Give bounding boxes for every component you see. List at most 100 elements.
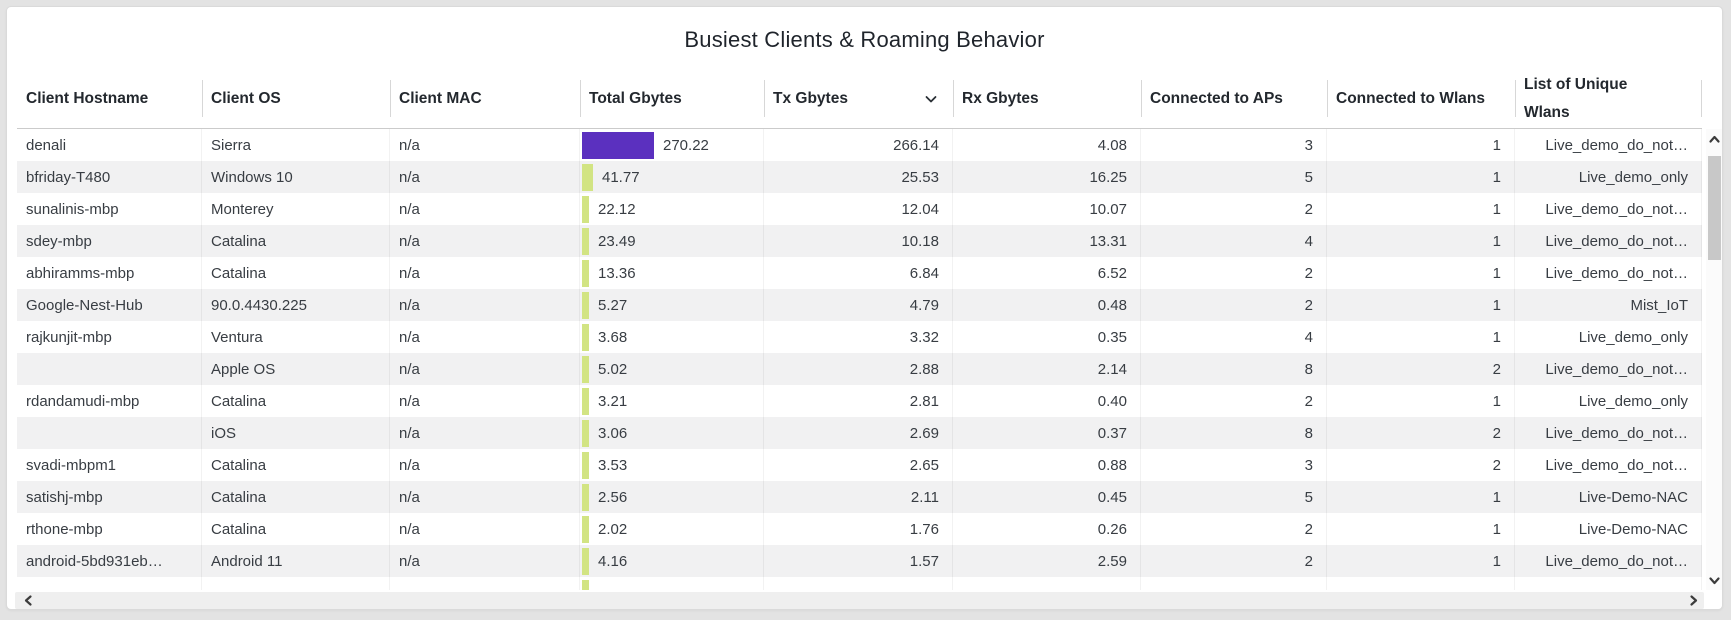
total-gauge-bar [582, 259, 589, 287]
cell-connected-to-aps: 5 [1141, 481, 1327, 513]
table-row: sunalinis-mbp Monterey n/a 22.12 12.04 1… [17, 193, 1702, 225]
table-row: denali Sierra n/a 270.22 266.14 4.08 3 1… [17, 129, 1702, 161]
scroll-right-arrow-icon[interactable] [1684, 592, 1702, 609]
cell-client-hostname: Google-Nest-Hub [17, 289, 202, 321]
cell-tx-gbytes: 1.57 [764, 545, 953, 577]
cell-connected-to-wlans: 2 [1327, 417, 1515, 449]
column-header-list-of-unique-wlans[interactable]: List of Unique Wlans [1515, 69, 1702, 128]
cell-total-gbytes-gauge: 3.21 [580, 385, 764, 417]
scroll-left-arrow-icon[interactable] [19, 592, 37, 609]
cell-client-mac: n/a [390, 545, 580, 577]
cell-client-mac: n/a [390, 481, 580, 513]
cell-rx-gbytes: 2.59 [953, 545, 1141, 577]
cell-connected-to-wlans: 1 [1327, 225, 1515, 257]
column-header-total-gbytes[interactable]: Total Gbytes [580, 69, 764, 128]
column-header-client-mac[interactable]: Client MAC [390, 69, 580, 128]
total-gauge-bar [582, 227, 589, 255]
cell-client-mac: n/a [390, 257, 580, 289]
vertical-scrollbar[interactable] [1706, 129, 1722, 590]
column-header-connected-to-wlans[interactable]: Connected to Wlans [1327, 69, 1515, 128]
total-gauge-value: 3.21 [598, 392, 628, 410]
cell-client-os: Sierra [202, 129, 390, 161]
cell-connected-to-aps: 4 [1141, 321, 1327, 353]
total-gauge-bar [582, 515, 589, 543]
cell-total-gbytes-gauge: 22.12 [580, 193, 764, 225]
cell-total-gbytes-gauge [580, 577, 764, 590]
total-gauge-bar [582, 451, 589, 479]
total-gauge-value: 13.36 [598, 264, 636, 282]
cell-wlan-list: Live_demo_do_not… [1515, 353, 1702, 385]
cell-connected-to-aps: 2 [1141, 257, 1327, 289]
cell-connected-to-aps: 2 [1141, 545, 1327, 577]
table-body: denali Sierra n/a 270.22 266.14 4.08 3 1… [17, 129, 1702, 590]
scrollbar-corner [1706, 592, 1722, 609]
vertical-scrollbar-thumb[interactable] [1708, 156, 1721, 260]
total-gauge-bar [582, 355, 589, 383]
total-gauge-bar [582, 163, 593, 191]
cell-connected-to-wlans: 1 [1327, 545, 1515, 577]
cell-client-mac: n/a [390, 193, 580, 225]
cell-tx-gbytes: 4.79 [764, 289, 953, 321]
cell-client-os: Catalina [202, 449, 390, 481]
cell-wlan-list: Live_demo_do_not… [1515, 449, 1702, 481]
total-gauge-value: 3.06 [598, 424, 628, 442]
cell-rx-gbytes: 0.26 [953, 513, 1141, 545]
cell-tx-gbytes: 2.65 [764, 449, 953, 481]
cell-client-mac: n/a [390, 129, 580, 161]
cell-client-hostname: rajkunjit-mbp [17, 321, 202, 353]
cell-client-os: Monterey [202, 193, 390, 225]
cell-connected-to-wlans: 1 [1327, 385, 1515, 417]
cell-connected-to-wlans: 1 [1327, 193, 1515, 225]
cell-wlan-list [1515, 577, 1702, 590]
table-row: satishj-mbp Catalina n/a 2.56 2.11 0.45 … [17, 481, 1702, 513]
cell-connected-to-aps: 2 [1141, 193, 1327, 225]
cell-total-gbytes-gauge: 3.53 [580, 449, 764, 481]
table-header-row: Client Hostname Client OS Client MAC Tot… [17, 69, 1702, 129]
cell-total-gbytes-gauge: 3.06 [580, 417, 764, 449]
cell-wlan-list: Live_demo_only [1515, 161, 1702, 193]
table-row: abhiramms-mbp Catalina n/a 13.36 6.84 6.… [17, 257, 1702, 289]
cell-client-mac: n/a [390, 449, 580, 481]
cell-client-mac: n/a [390, 417, 580, 449]
cell-client-hostname [17, 417, 202, 449]
cell-connected-to-aps: 3 [1141, 449, 1327, 481]
cell-connected-to-wlans: 2 [1327, 353, 1515, 385]
column-header-connected-to-aps[interactable]: Connected to APs [1141, 69, 1327, 128]
total-gauge-value: 2.02 [598, 520, 628, 538]
cell-client-mac: n/a [390, 289, 580, 321]
cell-total-gbytes-gauge: 2.56 [580, 481, 764, 513]
cell-wlan-list: Live_demo_do_not… [1515, 225, 1702, 257]
cell-wlan-list: Live_demo_do_not… [1515, 417, 1702, 449]
cell-total-gbytes-gauge: 23.49 [580, 225, 764, 257]
total-gauge-value: 5.27 [598, 296, 628, 314]
total-gauge-bar [582, 387, 589, 415]
cell-wlan-list: Live_demo_do_not… [1515, 193, 1702, 225]
column-header-client-os[interactable]: Client OS [202, 69, 390, 128]
cell-wlan-list: Mist_IoT [1515, 289, 1702, 321]
cell-connected-to-aps: 4 [1141, 225, 1327, 257]
cell-total-gbytes-gauge: 5.02 [580, 353, 764, 385]
cell-rx-gbytes: 0.35 [953, 321, 1141, 353]
total-gauge-bar [582, 419, 589, 447]
column-header-client-hostname[interactable]: Client Hostname [26, 89, 149, 107]
column-header-tx-gbytes[interactable]: Tx Gbytes [764, 69, 953, 128]
cell-connected-to-wlans: 2 [1327, 449, 1515, 481]
cell-client-mac: n/a [390, 225, 580, 257]
cell-client-hostname: satishj-mbp [17, 481, 202, 513]
cell-client-os: Catalina [202, 481, 390, 513]
cell-wlan-list: Live_demo_do_not… [1515, 257, 1702, 289]
table-row [17, 577, 1702, 590]
cell-total-gbytes-gauge: 13.36 [580, 257, 764, 289]
cell-tx-gbytes: 1.76 [764, 513, 953, 545]
scroll-down-arrow-icon[interactable] [1707, 572, 1722, 588]
cell-rx-gbytes [953, 577, 1141, 590]
cell-client-os: Ventura [202, 321, 390, 353]
cell-wlan-list: Live_demo_do_not… [1515, 545, 1702, 577]
scroll-up-arrow-icon[interactable] [1707, 131, 1722, 147]
cell-client-hostname: rthone-mbp [17, 513, 202, 545]
column-header-rx-gbytes[interactable]: Rx Gbytes [953, 69, 1141, 128]
cell-client-hostname: rdandamudi-mbp [17, 385, 202, 417]
cell-client-os: Catalina [202, 257, 390, 289]
cell-tx-gbytes: 3.32 [764, 321, 953, 353]
horizontal-scrollbar[interactable] [15, 592, 1704, 609]
